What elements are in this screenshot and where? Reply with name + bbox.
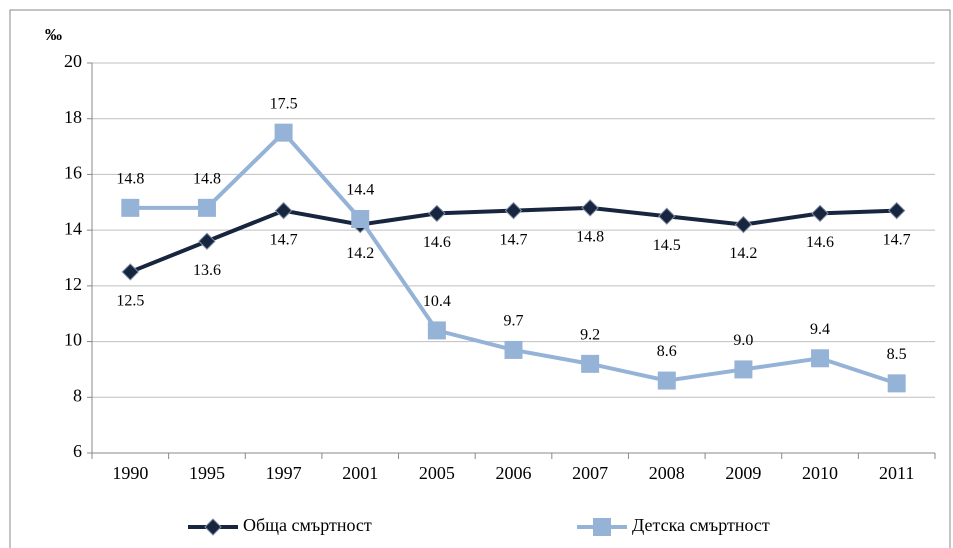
marker: [734, 360, 753, 379]
marker: [658, 207, 676, 225]
marker: [274, 201, 293, 220]
x-tick-label: 1997: [266, 463, 302, 483]
marker: [197, 198, 216, 217]
legend-label: Обща смъртност: [243, 515, 372, 535]
legend-label: Детска смъртност: [632, 515, 770, 535]
data-label: 14.7: [270, 231, 298, 248]
x-tick-label: 2007: [572, 463, 608, 483]
x-tick-label: 1990: [112, 463, 148, 483]
marker: [811, 204, 829, 223]
marker: [504, 201, 523, 220]
marker: [504, 340, 523, 359]
legend-marker: [593, 518, 611, 536]
data-label: 9.7: [504, 313, 524, 330]
y-tick-label: 16: [64, 163, 82, 183]
marker: [428, 204, 446, 223]
y-tick-label: 8: [73, 385, 82, 405]
marker: [657, 371, 676, 390]
data-label: 14.6: [806, 234, 834, 251]
data-label: 14.8: [193, 171, 221, 188]
data-label: 14.4: [346, 182, 374, 199]
marker: [734, 215, 753, 234]
marker: [274, 123, 293, 142]
data-label: 14.5: [653, 237, 681, 254]
y-tick-label: 14: [64, 218, 82, 238]
data-label: 8.5: [887, 346, 907, 363]
data-label: 14.2: [346, 245, 374, 262]
marker: [581, 199, 599, 217]
legend-marker: [204, 518, 222, 536]
data-label: 9.4: [810, 321, 830, 338]
data-label: 13.6: [193, 262, 221, 279]
y-axis-label: ‰: [45, 25, 62, 44]
y-tick-label: 10: [64, 330, 82, 350]
marker: [811, 349, 830, 368]
marker: [198, 232, 216, 250]
x-tick-label: 2006: [496, 463, 532, 483]
x-tick-label: 2008: [649, 463, 685, 483]
marker: [121, 263, 140, 281]
data-label: 12.5: [116, 293, 144, 310]
y-tick-label: 18: [64, 107, 82, 127]
y-tick-label: 12: [64, 274, 82, 294]
marker: [887, 201, 906, 220]
marker: [427, 321, 446, 340]
data-label: 17.5: [270, 95, 298, 112]
chart-frame: [9, 9, 951, 548]
data-label: 14.8: [576, 229, 604, 246]
data-label: 14.2: [729, 245, 757, 262]
data-label: 10.4: [423, 293, 451, 310]
x-tick-label: 2010: [802, 463, 838, 483]
data-label: 9.0: [733, 332, 753, 349]
x-tick-label: 2001: [342, 463, 378, 483]
y-tick-label: 20: [64, 51, 82, 71]
x-tick-label: 2009: [725, 463, 761, 483]
x-tick-label: 1995: [189, 463, 225, 483]
y-tick-label: 6: [73, 441, 82, 461]
marker: [121, 198, 140, 217]
data-label: 8.6: [657, 343, 677, 360]
data-label: 9.2: [580, 327, 600, 344]
data-label: 14.7: [883, 231, 911, 248]
marker: [581, 354, 600, 373]
data-label: 14.7: [500, 231, 528, 248]
x-tick-label: 2011: [879, 463, 914, 483]
marker: [351, 210, 370, 228]
marker: [887, 374, 906, 393]
data-label: 14.8: [116, 171, 144, 188]
x-tick-label: 2005: [419, 463, 455, 483]
data-label: 14.6: [423, 234, 451, 251]
